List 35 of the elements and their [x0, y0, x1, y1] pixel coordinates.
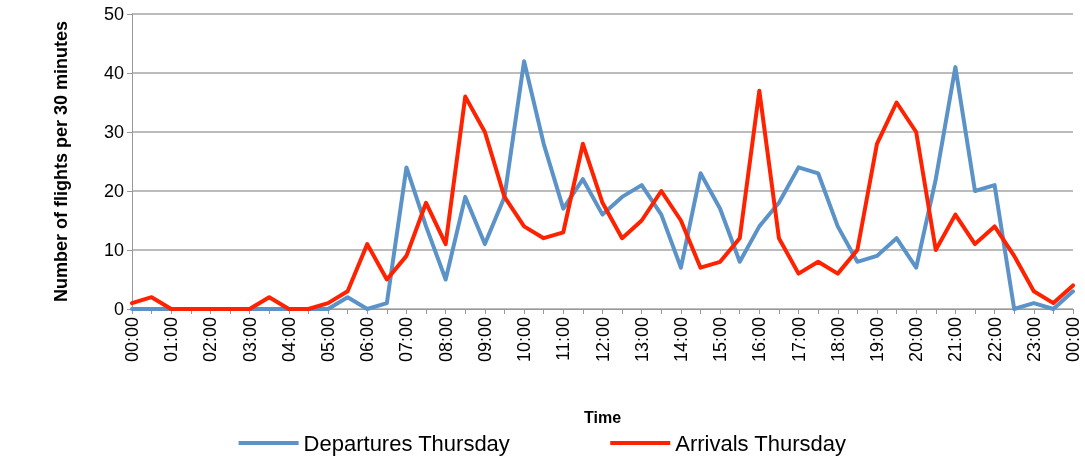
x-tick-label: 13:00	[631, 317, 652, 363]
x-tick-label: 01:00	[161, 317, 182, 363]
x-tick-label: 04:00	[278, 317, 299, 363]
x-tick-label: 15:00	[710, 317, 731, 363]
x-tick-label: 23:00	[1023, 317, 1044, 363]
x-tick-label: 11:00	[553, 317, 574, 361]
x-tick-label: 10:00	[514, 317, 535, 363]
x-tick-label: 03:00	[239, 317, 260, 363]
x-tick-label: 07:00	[396, 317, 417, 363]
x-tick-label: 22:00	[984, 317, 1005, 363]
x-tick-label: 09:00	[474, 317, 495, 363]
y-tick-label: 30	[103, 122, 124, 142]
x-tick-label: 08:00	[435, 317, 456, 363]
x-tick-label: 19:00	[866, 317, 887, 363]
y-tick-label: 20	[103, 181, 124, 201]
y-tick-label: 10	[103, 240, 124, 260]
y-axis-title: Number of flights per 30 minutes	[51, 20, 71, 303]
x-tick-label: 16:00	[749, 317, 770, 363]
x-axis-title: Time	[583, 408, 622, 426]
x-tick-label: 14:00	[670, 317, 691, 363]
x-tick-label: 00:00	[1063, 317, 1083, 363]
y-tick-label: 0	[113, 299, 124, 319]
x-tick-label: 20:00	[906, 317, 927, 363]
legend-label: Arrivals Thursday	[675, 430, 847, 456]
x-tick-label: 21:00	[945, 317, 966, 363]
x-tick-label: 12:00	[592, 317, 613, 363]
x-tick-label: 02:00	[200, 317, 221, 363]
x-tick-label: 00:00	[122, 317, 142, 363]
x-tick-label: 17:00	[788, 317, 809, 363]
legend-label: Departures Thursday	[303, 430, 510, 456]
x-tick-label: 18:00	[827, 317, 848, 363]
y-tick-label: 40	[103, 63, 124, 83]
x-tick-label: 05:00	[318, 317, 339, 363]
x-tick-label: 06:00	[357, 317, 378, 363]
y-tick-label: 50	[103, 4, 124, 24]
